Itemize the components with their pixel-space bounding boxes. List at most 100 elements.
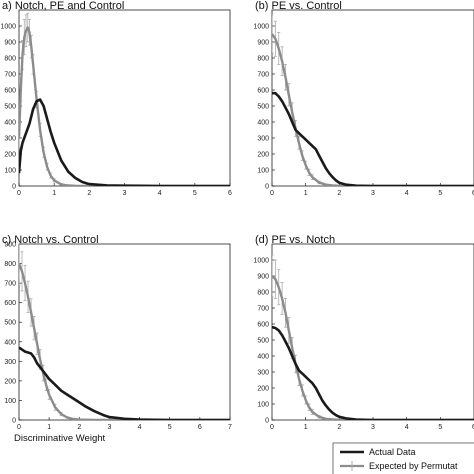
x-tick-label: 4 bbox=[405, 190, 409, 197]
y-tick-label: 0 bbox=[265, 184, 269, 191]
x-tick-label: 0 bbox=[270, 424, 274, 431]
x-tick-label: 5 bbox=[438, 190, 442, 197]
y-tick-label: 600 bbox=[4, 88, 16, 95]
y-tick-label: 700 bbox=[4, 281, 16, 288]
x-tick-label: 4 bbox=[158, 190, 162, 197]
series-line-actual bbox=[272, 325, 474, 420]
y-tick-label: 900 bbox=[4, 40, 16, 47]
y-tick-label: 400 bbox=[257, 120, 269, 127]
y-tick-label: 1000 bbox=[253, 258, 269, 265]
series-expected bbox=[272, 254, 474, 420]
y-tick-label: 500 bbox=[257, 104, 269, 111]
x-tick-label: 6 bbox=[472, 190, 474, 197]
y-tick-label: 0 bbox=[12, 418, 16, 425]
series-expected bbox=[272, 14, 474, 186]
y-tick-label: 900 bbox=[4, 242, 16, 249]
plot-area bbox=[272, 14, 474, 186]
y-tick-label: 600 bbox=[257, 88, 269, 95]
x-tick-label: 0 bbox=[270, 190, 274, 197]
series-line-actual bbox=[272, 91, 474, 186]
y-tick-label: 100 bbox=[257, 168, 269, 175]
series-line-expected bbox=[272, 33, 474, 186]
y-tick-label: 300 bbox=[257, 370, 269, 377]
x-tick-label: 2 bbox=[337, 424, 341, 431]
y-tick-label: 100 bbox=[4, 398, 16, 405]
legend: Actual Data Expected by Permutat bbox=[332, 442, 474, 474]
y-tick-label: 100 bbox=[4, 168, 16, 175]
plot-area bbox=[19, 12, 230, 186]
series-line-expected bbox=[19, 26, 230, 186]
plot-frame bbox=[18, 243, 231, 421]
panel-title: a) Notch, PE and Control bbox=[2, 0, 124, 12]
y-tick-label: 1000 bbox=[253, 24, 269, 31]
panel-2: c) Notch vs. Control 0 1 2 3 4 5 6 7 0 100 200 300 40… bbox=[2, 234, 232, 431]
x-tick-label: 5 bbox=[168, 424, 172, 431]
y-tick-label: 700 bbox=[257, 306, 269, 313]
panel-title: (b) PE vs. Control bbox=[255, 0, 342, 12]
x-tick-label: 1 bbox=[304, 190, 308, 197]
plot-frame bbox=[18, 9, 231, 187]
series-expected bbox=[19, 242, 230, 420]
plot-area bbox=[272, 254, 474, 420]
y-tick-label: 600 bbox=[257, 322, 269, 329]
y-tick-label: 300 bbox=[4, 359, 16, 366]
x-tick-label: 2 bbox=[77, 424, 81, 431]
x-tick-label: 4 bbox=[138, 424, 142, 431]
y-tick-label: 800 bbox=[4, 261, 16, 268]
x-tick-label: 1 bbox=[47, 424, 51, 431]
legend-label-actual: Actual Data bbox=[369, 447, 416, 457]
y-tick-label: 0 bbox=[12, 184, 16, 191]
y-tick-label: 300 bbox=[257, 136, 269, 143]
x-tick-label: 3 bbox=[123, 190, 127, 197]
x-tick-label: 6 bbox=[472, 424, 474, 431]
x-tick-label: 4 bbox=[405, 424, 409, 431]
plot-area bbox=[19, 242, 230, 420]
x-tick-label: 6 bbox=[198, 424, 202, 431]
y-tick-label: 0 bbox=[265, 418, 269, 425]
series-expected bbox=[19, 12, 230, 186]
panel-title: c) Notch vs. Control bbox=[2, 234, 99, 246]
y-tick-label: 200 bbox=[257, 386, 269, 393]
y-tick-label: 700 bbox=[4, 72, 16, 79]
x-tick-label: 7 bbox=[228, 424, 232, 431]
y-tick-label: 200 bbox=[4, 152, 16, 159]
x-tick-label: 5 bbox=[438, 424, 442, 431]
series-line-expected bbox=[19, 263, 230, 420]
legend-label-expected: Expected by Permutat bbox=[369, 461, 458, 471]
x-tick-label: 5 bbox=[193, 190, 197, 197]
x-tick-label: 1 bbox=[304, 424, 308, 431]
y-tick-label: 400 bbox=[4, 339, 16, 346]
x-tick-label: 1 bbox=[52, 190, 56, 197]
y-tick-label: 800 bbox=[257, 56, 269, 63]
panel-3: (d) PE vs. Notch 0 1 2 3 4 5 6 0 100 200 300 400 500 6… bbox=[253, 234, 474, 431]
y-tick-label: 1000 bbox=[0, 24, 16, 31]
y-tick-label: 200 bbox=[257, 152, 269, 159]
x-tick-label: 3 bbox=[371, 190, 375, 197]
y-tick-label: 200 bbox=[4, 378, 16, 385]
y-tick-label: 400 bbox=[257, 354, 269, 361]
y-tick-label: 400 bbox=[4, 120, 16, 127]
y-tick-label: 300 bbox=[4, 136, 16, 143]
panel-title: (d) PE vs. Notch bbox=[255, 234, 335, 246]
panel-1: (b) PE vs. Control 0 1 2 3 4 5 6 0 100 200 300 400 50… bbox=[253, 0, 474, 197]
y-tick-label: 800 bbox=[4, 56, 16, 63]
y-tick-label: 500 bbox=[257, 338, 269, 345]
x-tick-label: 6 bbox=[228, 190, 232, 197]
y-tick-label: 600 bbox=[4, 300, 16, 307]
y-tick-label: 900 bbox=[257, 40, 269, 47]
x-tick-label: 2 bbox=[337, 190, 341, 197]
y-tick-label: 500 bbox=[4, 320, 16, 327]
x-tick-label: 3 bbox=[107, 424, 111, 431]
series-line-actual bbox=[19, 346, 230, 420]
y-tick-label: 900 bbox=[257, 274, 269, 281]
x-tick-label: 0 bbox=[17, 424, 21, 431]
y-tick-label: 100 bbox=[257, 402, 269, 409]
y-tick-label: 500 bbox=[4, 104, 16, 111]
legend-box bbox=[332, 442, 474, 474]
x-tick-label: 0 bbox=[17, 190, 21, 197]
x-tick-label: 2 bbox=[87, 190, 91, 197]
panel-0: a) Notch, PE and Control 0 1 2 3 4 5 6 0 100 200 30… bbox=[0, 0, 232, 197]
series-line-actual bbox=[19, 98, 230, 186]
